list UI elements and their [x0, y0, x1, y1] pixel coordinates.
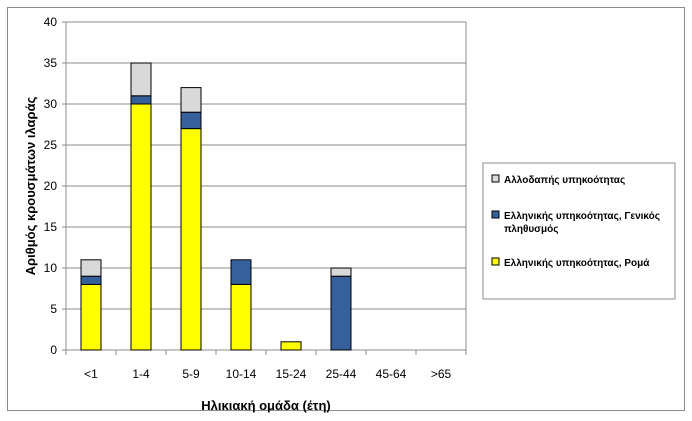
legend-swatch — [491, 210, 500, 219]
x-axis-title: Ηλικιακή ομάδα (έτη) — [201, 398, 331, 413]
legend-box — [482, 162, 676, 300]
bar-segment — [80, 283, 102, 351]
x-tick-label: 1-4 — [132, 367, 150, 381]
bar-segment — [180, 128, 202, 351]
legend-label-line: Αλλοδαπής υπηκοότητας — [504, 175, 625, 186]
bar-segment — [80, 275, 102, 285]
y-tick-label: 15 — [44, 220, 58, 234]
bar-segment — [180, 87, 202, 113]
legend-swatch — [491, 257, 500, 266]
bar-segment — [130, 103, 152, 351]
bar-segment — [230, 283, 252, 351]
x-tick-label: 25-44 — [326, 367, 357, 381]
x-tick-label: 10-14 — [226, 367, 257, 381]
bar-segment — [330, 275, 352, 351]
y-tick-label: 0 — [50, 343, 57, 357]
y-tick-label: 35 — [44, 56, 58, 70]
bar-segment — [330, 267, 352, 277]
x-tick-label: <1 — [84, 367, 98, 381]
x-tick-label: 45-64 — [376, 367, 407, 381]
bar-segment — [230, 259, 252, 285]
bar-segment — [180, 111, 202, 130]
legend-label: Αλλοδαπής υπηκοότητας — [504, 175, 625, 186]
y-tick-label: 10 — [44, 261, 58, 275]
bar-segment — [280, 341, 302, 351]
y-tick-label: 20 — [44, 179, 58, 193]
legend-label: Ελληνικής υπηκοότητας, Γενικός πληθυσμός — [504, 211, 660, 235]
legend-label: Ελληνικής υπηκοότητας, Ρομά — [504, 258, 650, 269]
y-axis-title: Αριθμός κρουσμάτων ιλαράς — [23, 96, 38, 275]
legend-label-line: Ελληνικής υπηκοότητας, Ρομά — [504, 258, 650, 269]
legend-label-line: Ελληνικής υπηκοότητας, Γενικός — [504, 211, 660, 222]
bar-segment — [80, 259, 102, 277]
x-tick-label: 5-9 — [182, 367, 200, 381]
legend-label-line: πληθυσμός — [504, 224, 558, 235]
bar-segment — [130, 95, 152, 105]
y-tick-label: 5 — [50, 302, 57, 316]
x-tick-label: 15-24 — [276, 367, 307, 381]
x-tick-label: >65 — [431, 367, 452, 381]
legend-swatch — [491, 174, 500, 183]
bar-segment — [130, 62, 152, 97]
y-tick-label: 30 — [44, 97, 58, 111]
y-tick-label: 40 — [44, 15, 58, 29]
y-tick-label: 25 — [44, 138, 58, 152]
